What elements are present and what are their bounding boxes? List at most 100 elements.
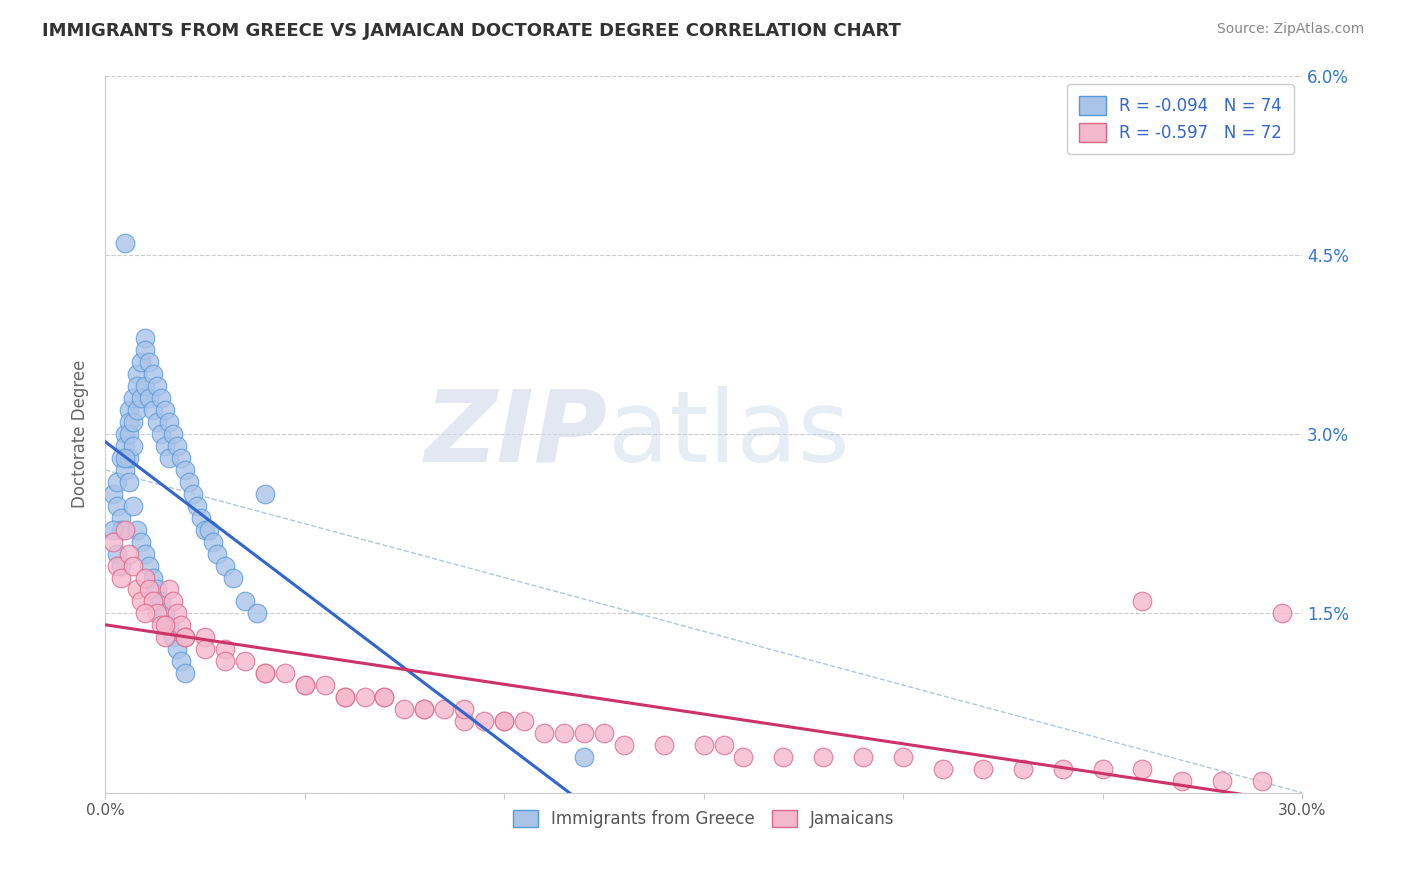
Point <box>150 427 173 442</box>
Point <box>413 702 436 716</box>
Point <box>114 523 136 537</box>
Point <box>127 523 149 537</box>
Point <box>170 654 193 668</box>
Point <box>127 403 149 417</box>
Point <box>105 499 128 513</box>
Point <box>494 714 516 728</box>
Point <box>453 702 475 716</box>
Point <box>294 678 316 692</box>
Point <box>177 475 200 489</box>
Point <box>157 582 180 597</box>
Point <box>233 654 256 668</box>
Point <box>246 607 269 621</box>
Point <box>733 749 755 764</box>
Point <box>146 582 169 597</box>
Point <box>146 415 169 429</box>
Point <box>142 570 165 584</box>
Text: atlas: atlas <box>607 385 849 483</box>
Point <box>852 749 875 764</box>
Point <box>194 630 217 644</box>
Point <box>150 594 173 608</box>
Point <box>494 714 516 728</box>
Point <box>194 523 217 537</box>
Point <box>127 379 149 393</box>
Point <box>110 570 132 584</box>
Point <box>153 439 176 453</box>
Point <box>553 726 575 740</box>
Point <box>129 594 152 608</box>
Legend: Immigrants from Greece, Jamaicans: Immigrants from Greece, Jamaicans <box>506 803 901 835</box>
Point <box>134 379 156 393</box>
Point <box>1132 594 1154 608</box>
Point <box>162 630 184 644</box>
Point <box>233 594 256 608</box>
Point <box>122 499 145 513</box>
Point <box>122 415 145 429</box>
Point <box>134 607 156 621</box>
Point <box>513 714 536 728</box>
Point <box>150 391 173 405</box>
Point <box>174 463 197 477</box>
Point <box>214 654 236 668</box>
Point <box>453 714 475 728</box>
Point <box>181 487 204 501</box>
Point <box>972 762 994 776</box>
Point <box>713 738 735 752</box>
Point <box>122 439 145 453</box>
Point <box>572 726 595 740</box>
Point <box>314 678 336 692</box>
Point <box>1211 773 1233 788</box>
Y-axis label: Doctorate Degree: Doctorate Degree <box>72 359 89 508</box>
Point <box>190 510 212 524</box>
Point <box>174 630 197 644</box>
Point <box>134 331 156 345</box>
Point <box>138 558 160 573</box>
Point <box>772 749 794 764</box>
Point <box>373 690 395 704</box>
Point <box>891 749 914 764</box>
Point <box>150 618 173 632</box>
Text: ZIP: ZIP <box>425 385 607 483</box>
Point <box>157 450 180 465</box>
Point <box>129 355 152 369</box>
Point <box>198 523 221 537</box>
Point <box>110 450 132 465</box>
Point <box>118 475 141 489</box>
Point <box>1271 607 1294 621</box>
Point <box>105 558 128 573</box>
Point <box>157 415 180 429</box>
Point <box>134 547 156 561</box>
Point <box>118 450 141 465</box>
Point <box>134 570 156 584</box>
Point <box>174 666 197 681</box>
Point <box>932 762 955 776</box>
Point <box>1171 773 1194 788</box>
Point <box>166 607 188 621</box>
Point <box>142 368 165 382</box>
Point <box>103 534 125 549</box>
Text: IMMIGRANTS FROM GREECE VS JAMAICAN DOCTORATE DEGREE CORRELATION CHART: IMMIGRANTS FROM GREECE VS JAMAICAN DOCTO… <box>42 22 901 40</box>
Point <box>333 690 356 704</box>
Point <box>394 702 416 716</box>
Point <box>1052 762 1074 776</box>
Point <box>170 450 193 465</box>
Point <box>114 463 136 477</box>
Point <box>214 558 236 573</box>
Point <box>201 534 224 549</box>
Point <box>105 475 128 489</box>
Point <box>138 355 160 369</box>
Point <box>105 547 128 561</box>
Point <box>1132 762 1154 776</box>
Point <box>122 558 145 573</box>
Point <box>114 235 136 250</box>
Point <box>1011 762 1033 776</box>
Point <box>142 403 165 417</box>
Point <box>813 749 835 764</box>
Point <box>162 427 184 442</box>
Point <box>103 487 125 501</box>
Point <box>114 450 136 465</box>
Text: Source: ZipAtlas.com: Source: ZipAtlas.com <box>1216 22 1364 37</box>
Point <box>103 523 125 537</box>
Point <box>373 690 395 704</box>
Point <box>162 594 184 608</box>
